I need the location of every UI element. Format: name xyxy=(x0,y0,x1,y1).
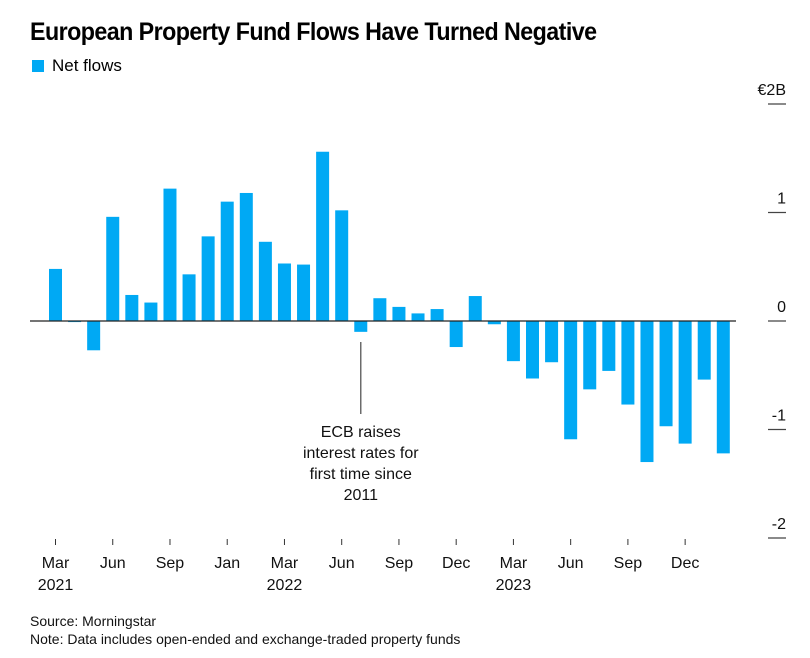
y-tick-label: -2 xyxy=(772,516,786,533)
x-tick-year-label: 2022 xyxy=(267,577,303,594)
x-tick-label: Mar xyxy=(271,555,299,572)
bar-2023-10 xyxy=(640,321,654,463)
bar-2023-04 xyxy=(526,321,539,379)
x-tick-label: Dec xyxy=(442,555,470,572)
bar-2023-03 xyxy=(506,321,520,362)
bars-group xyxy=(49,151,730,463)
bar-2023-07 xyxy=(583,321,597,390)
bar-2021-07 xyxy=(125,294,139,321)
legend: Net flows xyxy=(32,56,122,76)
bar-2022-03 xyxy=(277,263,291,321)
bar-2023-11 xyxy=(659,321,673,427)
bar-2022-12 xyxy=(449,321,463,348)
bar-2021-08 xyxy=(144,302,158,321)
bar-2022-01 xyxy=(239,192,253,321)
x-tick-label: Mar xyxy=(42,555,70,572)
bar-2021-10 xyxy=(182,274,196,321)
x-tick-year-label: 2021 xyxy=(38,577,74,594)
y-axis: €2B 1 0 -1 -2 xyxy=(758,82,786,539)
source-note: Source: Morningstar xyxy=(30,613,157,629)
bar-2022-05 xyxy=(316,151,330,321)
bar-2021-12 xyxy=(220,201,234,321)
x-tick-year-label: 2023 xyxy=(496,577,532,594)
x-tick-label: Jan xyxy=(214,555,240,572)
bar-2022-09 xyxy=(392,306,406,321)
bar-2022-02 xyxy=(258,241,272,321)
annotation-text-line: first time since xyxy=(310,466,412,483)
annotation-text-line: 2011 xyxy=(344,487,379,504)
annotation-group: ECB raises interest rates for first time s… xyxy=(303,342,419,504)
bar-2024-02 xyxy=(716,321,730,454)
y-tick-label: 1 xyxy=(777,191,786,208)
bar-2022-04 xyxy=(297,264,311,321)
data-note: Note: Data includes open-ended and excha… xyxy=(30,631,461,647)
annotation-text-line: ECB raises xyxy=(321,424,401,441)
bar-2023-08 xyxy=(602,321,616,371)
y-tick-label: €2B xyxy=(758,82,786,99)
annotation-text-line: interest rates for xyxy=(303,445,419,462)
bar-2023-06 xyxy=(564,321,578,440)
legend-label-net-flows: Net flows xyxy=(52,56,122,75)
y-tick-label: 0 xyxy=(777,299,786,316)
bar-2021-05 xyxy=(87,321,101,351)
bar-2024-01 xyxy=(697,321,711,380)
bar-2023-01 xyxy=(468,296,482,321)
bar-2023-05 xyxy=(545,321,559,363)
chart-title: European Property Fund Flows Have Turned… xyxy=(30,18,597,46)
x-tick-label: Sep xyxy=(614,555,643,572)
bar-2022-08 xyxy=(373,298,387,321)
bar-2022-07 xyxy=(354,321,368,332)
x-tick-label: Sep xyxy=(385,555,414,572)
y-tick-label: -1 xyxy=(772,408,786,425)
x-tick-label: Jun xyxy=(100,555,126,572)
x-tick-label: Sep xyxy=(156,555,185,572)
bar-2022-11 xyxy=(430,309,444,321)
bar-2023-09 xyxy=(621,321,635,405)
x-tick-label: Mar xyxy=(500,555,528,572)
x-axis: Mar 2021 Jun Sep Jan Mar 2022 Jun Sep Dec Mar 2023 J… xyxy=(38,539,699,594)
footer: Source: Morningstar Note: Data includes … xyxy=(30,612,460,648)
bar-2022-06 xyxy=(335,210,349,321)
bar-2023-02 xyxy=(487,321,501,325)
x-tick-label: Dec xyxy=(671,555,699,572)
bar-2021-03 xyxy=(49,268,62,321)
bar-2023-12 xyxy=(678,321,692,444)
legend-swatch-net-flows xyxy=(32,60,44,72)
bar-2021-06 xyxy=(106,216,120,321)
bar-2021-11 xyxy=(201,236,215,321)
bar-2021-09 xyxy=(163,188,177,321)
x-tick-label: Jun xyxy=(329,555,355,572)
bar-2022-10 xyxy=(411,313,425,321)
x-tick-label: Jun xyxy=(558,555,584,572)
